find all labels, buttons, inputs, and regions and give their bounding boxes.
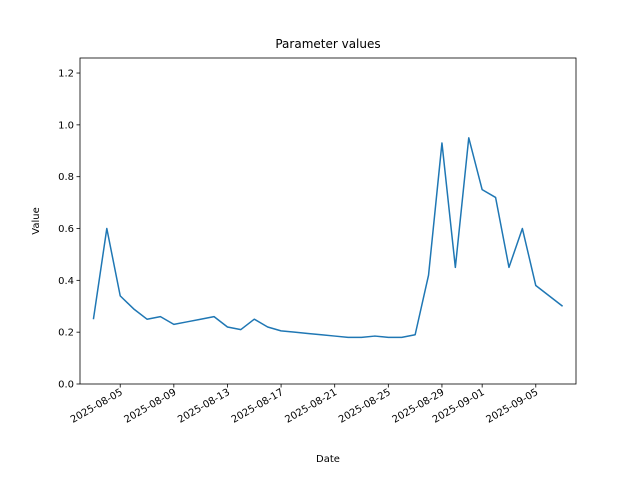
chart-title: Parameter values — [275, 37, 380, 51]
y-tick-label: 1.0 — [58, 120, 74, 131]
y-tick-label: 1.2 — [58, 69, 74, 80]
y-tick-label: 0.4 — [58, 276, 74, 287]
y-tick-label: 0.8 — [58, 172, 74, 183]
y-tick-label: 0.6 — [58, 224, 74, 235]
plot-frame — [79, 57, 577, 385]
y-tick-label: 0.2 — [58, 328, 74, 339]
y-axis-label: Value — [31, 207, 42, 234]
y-tick-label: 0.0 — [58, 380, 74, 391]
data-line — [92, 137, 564, 339]
x-axis-label: Date — [316, 454, 340, 465]
